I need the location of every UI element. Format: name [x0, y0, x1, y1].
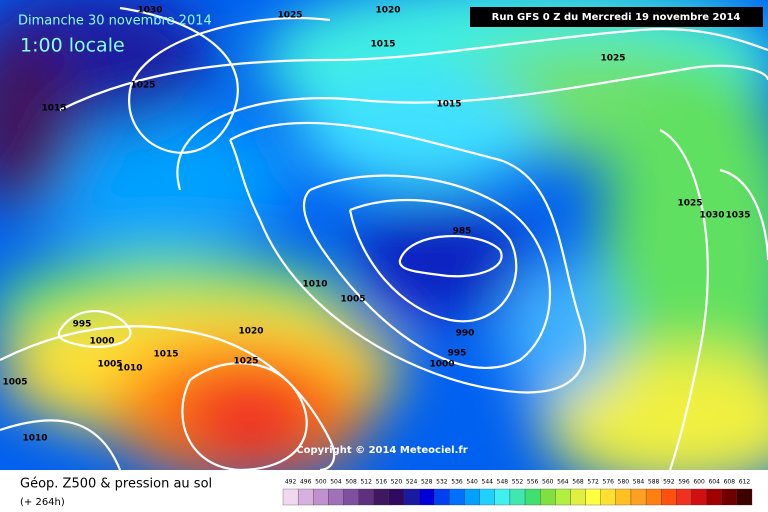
legend-tick: 576 — [603, 479, 615, 486]
legend-tick: 512 — [360, 479, 372, 486]
legend-swatch — [479, 488, 495, 506]
isobar-label: 1015 — [153, 350, 178, 360]
legend-swatch — [343, 488, 359, 506]
footer-title: Géop. Z500 & pression au sol — [20, 477, 212, 492]
isobar-label: 1010 — [302, 280, 327, 290]
legend-tick: 532 — [436, 479, 448, 486]
legend-tick: 584 — [633, 479, 645, 486]
legend-swatch — [388, 488, 405, 506]
legend-swatch — [645, 488, 662, 506]
legend-tick: 612 — [739, 479, 751, 486]
legend-swatch — [449, 488, 465, 506]
isobar-label: 1030 — [699, 211, 724, 221]
legend-swatch — [358, 488, 374, 506]
isobar-label: 1015 — [370, 40, 395, 50]
legend-tick: 552 — [512, 479, 524, 486]
legend-swatch — [615, 488, 632, 506]
isobar-label: 1010 — [22, 434, 47, 444]
isobar-label: 1025 — [233, 357, 258, 367]
isobar-label: 1015 — [436, 100, 461, 110]
legend-swatch — [509, 488, 526, 506]
isobar-label: 995 — [73, 320, 92, 330]
legend-swatch — [419, 488, 435, 506]
legend-tick: 508 — [345, 479, 357, 486]
legend-tick: 520 — [391, 479, 403, 486]
legend-swatch — [570, 488, 586, 506]
isobar-label: 1000 — [89, 337, 114, 347]
legend-swatch — [585, 488, 601, 506]
footer-lead: (+ 264h) — [20, 497, 65, 508]
run-box — [470, 7, 763, 27]
legend-tick: 556 — [527, 479, 539, 486]
legend-swatch — [313, 488, 329, 506]
run-info: Run GFS 0 Z du Mercredi 19 novembre 2014 — [492, 12, 741, 23]
legend-tick: 496 — [300, 479, 312, 486]
isobar-label: 1035 — [725, 211, 750, 221]
legend-swatch — [630, 488, 647, 506]
legend-tick: 604 — [708, 479, 720, 486]
isobar-label: 995 — [448, 349, 467, 359]
isobar-label: 1005 — [97, 360, 122, 370]
legend-tick: 548 — [497, 479, 509, 486]
time: 1:00 locale — [20, 35, 125, 57]
legend-tick: 492 — [285, 479, 297, 486]
isobar-label: 990 — [456, 329, 475, 339]
legend-tick: 500 — [315, 479, 327, 486]
legend-swatch — [540, 488, 556, 506]
legend-swatch — [706, 488, 722, 506]
legend-swatch — [676, 488, 692, 506]
legend-tick: 564 — [557, 479, 569, 486]
legend-swatch — [373, 488, 390, 506]
legend-tick: 524 — [406, 479, 418, 486]
isobar-label: 1010 — [117, 364, 142, 374]
legend-swatch — [464, 488, 480, 506]
legend-swatch — [434, 488, 450, 506]
isobar-label: 1025 — [677, 199, 702, 209]
legend-tick: 568 — [572, 479, 584, 486]
legend-swatch — [403, 488, 420, 506]
legend-swatch — [297, 488, 314, 506]
legend-swatch — [600, 488, 616, 506]
legend-tick: 536 — [451, 479, 463, 486]
legend-swatch — [661, 488, 677, 506]
isobar-label: 1015 — [41, 104, 66, 114]
legend-tick: 540 — [466, 479, 478, 486]
legend-tick: 560 — [542, 479, 554, 486]
isobar-label: 985 — [453, 227, 472, 237]
legend-swatch — [721, 488, 738, 506]
date: Dimanche 30 novembre 2014 — [18, 14, 212, 29]
legend-tick: 572 — [587, 479, 599, 486]
legend-swatch — [736, 488, 753, 506]
legend-swatch — [494, 488, 511, 506]
isobar-label: 1025 — [130, 81, 155, 91]
isobar-label: 1030 — [137, 6, 162, 16]
legend-swatch — [282, 488, 299, 506]
legend-tick: 516 — [376, 479, 388, 486]
legend-tick: 588 — [648, 479, 660, 486]
copyright: Copyright © 2014 Meteociel.fr — [296, 445, 467, 456]
legend-tick: 596 — [678, 479, 690, 486]
isobar-label: 1005 — [340, 295, 365, 305]
legend-tick: 580 — [618, 479, 630, 486]
isobar-label: 1025 — [277, 11, 302, 21]
isobar-label: 1000 — [429, 360, 454, 370]
legend-tick: 600 — [693, 479, 705, 486]
legend-swatch — [691, 488, 707, 506]
legend-tick: 608 — [724, 479, 736, 486]
legend-tick: 592 — [663, 479, 675, 486]
isobar-label: 1020 — [238, 327, 263, 337]
isobars — [0, 6, 768, 472]
legend-swatch — [328, 488, 344, 506]
legend-swatch — [524, 488, 541, 506]
isobar-label: 1025 — [600, 54, 625, 64]
legend-tick: 504 — [330, 479, 342, 486]
isobar-label: 1005 — [2, 378, 27, 388]
isobar-label: 1020 — [375, 6, 400, 16]
legend-swatch — [555, 488, 571, 506]
legend-tick: 528 — [421, 479, 433, 486]
legend-tick: 544 — [482, 479, 494, 486]
